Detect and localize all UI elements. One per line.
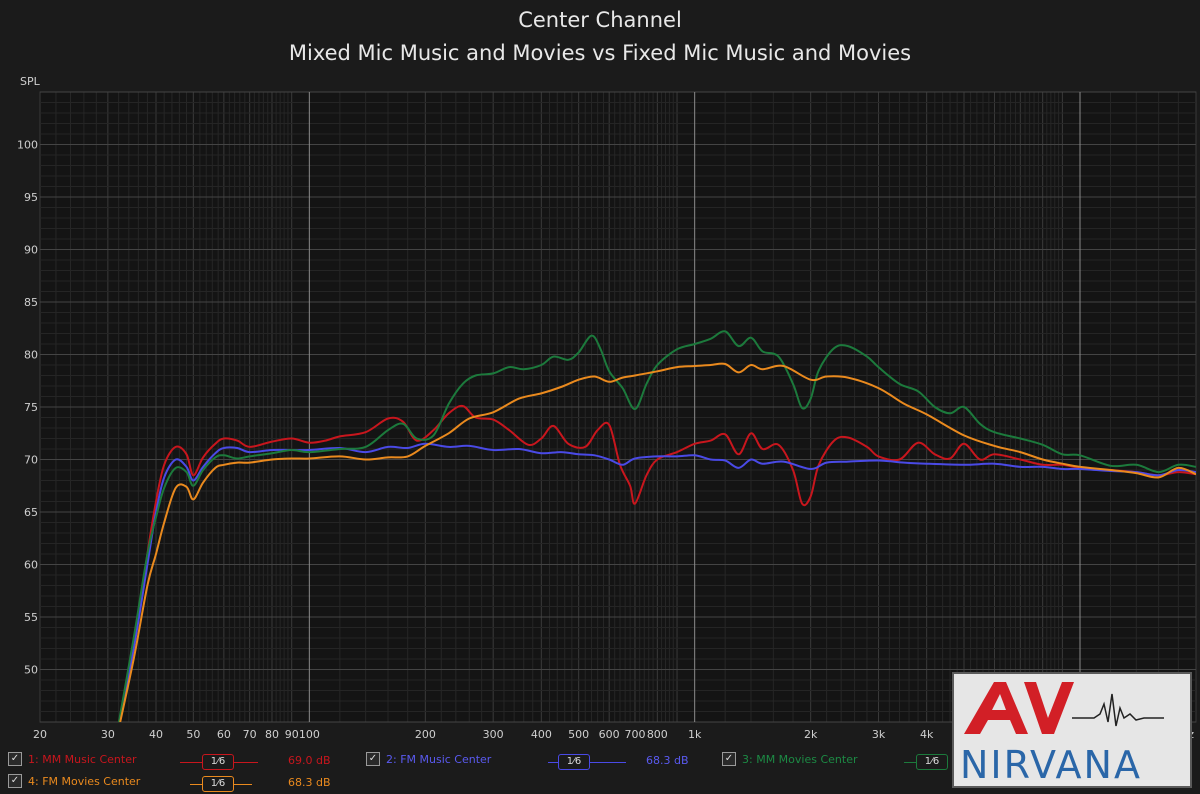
legend-checkbox-3[interactable]: ✓ [722,752,736,766]
x-tick-label: 50 [186,728,200,741]
series-line-2 [118,442,1196,722]
grid-major [308,92,1081,722]
logo-graphic: NIRVANA [960,682,1164,787]
legend-value-4: 68.3 dB [288,776,331,789]
logo-text: NIRVANA [960,743,1142,786]
x-tick-label: 70 [243,728,257,741]
y-tick-label: 50 [24,664,38,677]
legend-label-3: 3: MM Movies Center [742,752,858,766]
series-line-3 [117,330,1196,722]
y-tick-label: 95 [24,191,38,204]
series-line-1 [118,404,1196,722]
y-tick-label: 55 [24,611,38,624]
x-tick-label: 400 [531,728,552,741]
x-tick-label: 20 [33,728,47,741]
legend-checkbox-2[interactable]: ✓ [366,752,380,766]
y-tick-label: 65 [24,506,38,519]
legend-label-1: 1: MM Music Center [28,752,137,766]
x-tick-label: 60 [217,728,231,741]
legend-item-4[interactable]: ✓ 4: FM Movies Center [8,774,140,788]
x-tick-label: 300 [483,728,504,741]
y-tick-label: 70 [24,454,38,467]
y-tick-label: 100 [17,139,38,152]
smoothing-box-2[interactable]: 1⁄6 [558,754,590,770]
x-tick-label: 3k [872,728,886,741]
legend-item-2[interactable]: ✓ 2: FM Music Center [366,752,491,766]
x-tick-label: 40 [149,728,163,741]
series-line-4 [119,362,1196,722]
legend-value-2: 68.3 dB [646,754,689,767]
x-tick-label: 30 [101,728,115,741]
y-tick-label: 80 [24,349,38,362]
x-tick-label: 4k [920,728,934,741]
smoothing-box-1[interactable]: 1⁄6 [202,754,234,770]
y-axis-label: SPL [20,75,41,88]
chart-subtitle: Mixed Mic Music and Movies vs Fixed Mic … [288,41,912,65]
x-tick-label: 1k [688,728,702,741]
y-tick-label: 85 [24,296,38,309]
grid-minor [39,91,1197,723]
legend-item-3[interactable]: ✓ 3: MM Movies Center [722,752,857,766]
legend-value-1: 69.0 dB [288,754,331,767]
x-tick-label: 90 [285,728,299,741]
legend-checkbox-1[interactable]: ✓ [8,752,22,766]
legend-item-1[interactable]: ✓ 1: MM Music Center [8,752,137,766]
avnirvana-logo: NIRVANA [952,672,1192,788]
x-tick-label: 800 [647,728,668,741]
x-tick-label: 2k [804,728,818,741]
x-tick-label: 80 [265,728,279,741]
y-tick-label: 60 [24,559,38,572]
x-tick-label: 200 [415,728,436,741]
series-group [117,330,1196,722]
y-tick-label: 90 [24,244,38,257]
legend-checkbox-4[interactable]: ✓ [8,774,22,788]
smoothing-box-4[interactable]: 1⁄6 [202,776,234,792]
y-tick-label: 75 [24,401,38,414]
x-tick-label: 500 [568,728,589,741]
legend-label-2: 2: FM Music Center [386,752,492,766]
chart-title: Center Channel [518,8,682,32]
smoothing-box-3[interactable]: 1⁄6 [916,754,948,770]
legend-label-4: 4: FM Movies Center [28,774,141,788]
x-tick-label: 100 [299,728,320,741]
x-tick-label: 700 [624,728,645,741]
x-tick-label: 600 [599,728,620,741]
